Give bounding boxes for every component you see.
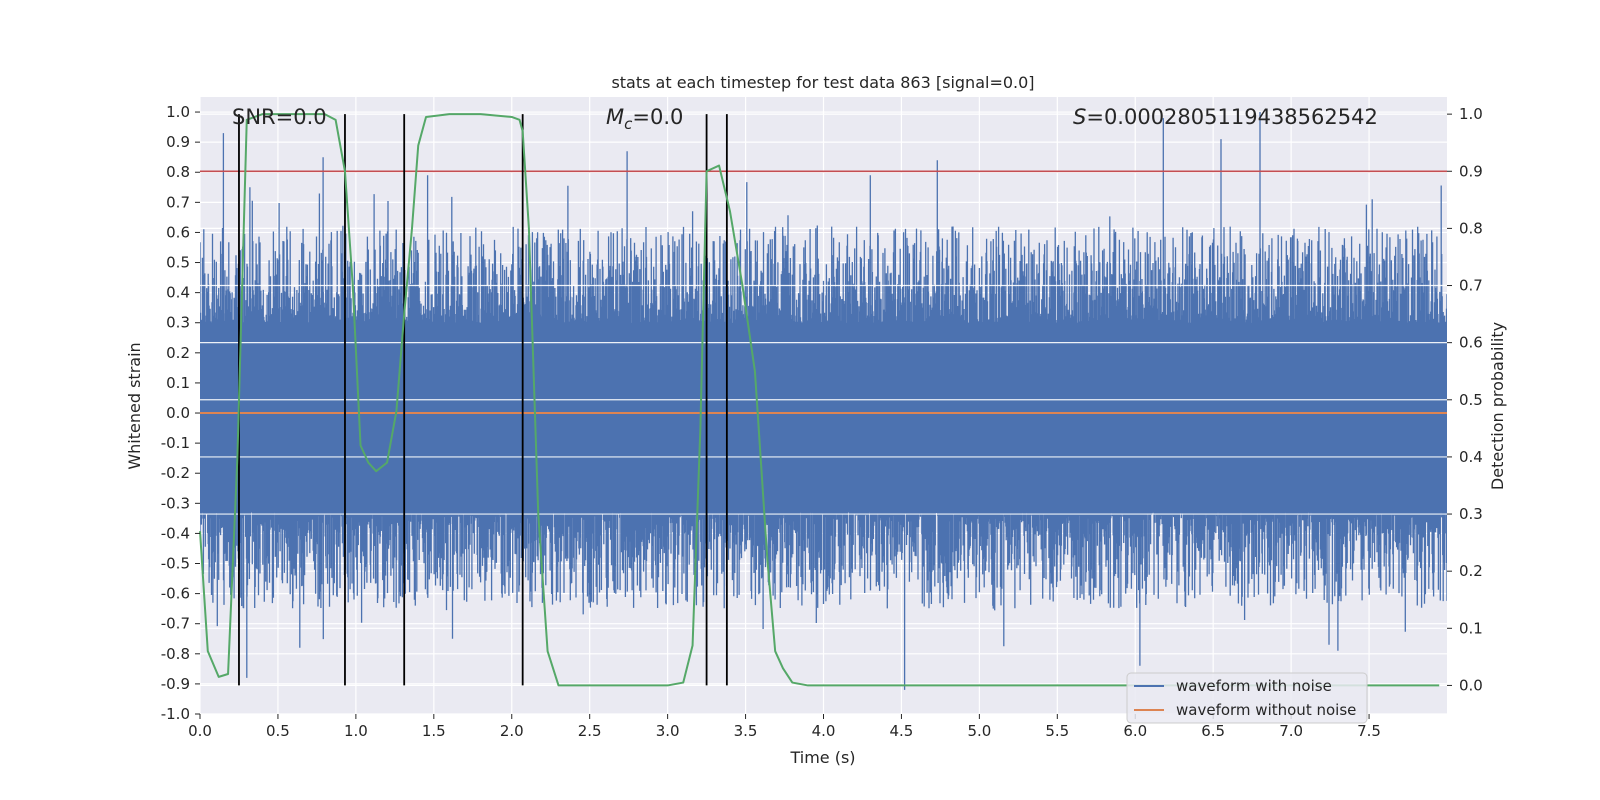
- noise-waveform: [200, 112, 1447, 690]
- yl-tick-label-18: 0.8: [166, 163, 190, 181]
- yl-tick-label-16: 0.6: [166, 223, 190, 241]
- yr-tick-label-9: 0.9: [1459, 162, 1483, 180]
- yr-tick-label-3: 0.3: [1459, 505, 1483, 523]
- yr-tick-label-1: 0.1: [1459, 619, 1483, 637]
- y-axis-left-label: Whitened strain: [125, 342, 144, 469]
- x-tick-label-6: 3.0: [656, 722, 680, 740]
- mc-annotation: Mc=0.0: [606, 105, 683, 133]
- yl-tick-label-4: -0.6: [161, 585, 190, 603]
- yr-tick-label-5: 0.5: [1459, 391, 1483, 409]
- yl-tick-label-17: 0.7: [166, 193, 190, 211]
- s-value: =0.0002805119438562542: [1086, 105, 1378, 129]
- yl-tick-label-9: -0.1: [161, 434, 190, 452]
- x-tick-label-8: 4.0: [812, 722, 836, 740]
- yl-tick-label-20: 1.0: [166, 103, 190, 121]
- x-tick-label-12: 6.0: [1123, 722, 1147, 740]
- yl-tick-label-12: 0.2: [166, 344, 190, 362]
- x-tick-label-1: 0.5: [266, 722, 290, 740]
- x-tick-label-7: 3.5: [734, 722, 758, 740]
- yl-tick-label-13: 0.3: [166, 314, 190, 332]
- x-tick-label-11: 5.5: [1045, 722, 1069, 740]
- yl-tick-label-11: 0.1: [166, 374, 190, 392]
- snr-annotation: SNR=0.0: [232, 105, 327, 129]
- yr-tick-label-2: 0.2: [1459, 562, 1483, 580]
- yl-tick-label-19: 0.9: [166, 133, 190, 151]
- probability-line: [199, 113, 1440, 687]
- x-tick-label-13: 6.5: [1201, 722, 1225, 740]
- legend-box: [1126, 672, 1368, 724]
- legend-label-noise: waveform with noise: [1176, 677, 1332, 695]
- yr-tick-label-8: 0.8: [1459, 219, 1483, 237]
- yr-tick-label-10: 1.0: [1459, 105, 1483, 123]
- mc-symbol: M: [606, 105, 624, 129]
- noise-series: [200, 112, 1447, 690]
- x-tick-label-10: 5.0: [967, 722, 991, 740]
- x-tick-label-9: 4.5: [890, 722, 914, 740]
- yl-tick-label-0: -1.0: [161, 705, 190, 723]
- chart-title: stats at each timestep for test data 863…: [611, 73, 1034, 92]
- y-axis-right-label: Detection probability: [1488, 322, 1507, 490]
- x-axis-label: Time (s): [789, 748, 855, 767]
- legend-label-clean: waveform without noise: [1176, 701, 1356, 719]
- probability-series: [199, 113, 1440, 687]
- x-tick-label-14: 7.0: [1279, 722, 1303, 740]
- yr-tick-label-4: 0.4: [1459, 448, 1483, 466]
- yr-tick-label-0: 0.0: [1459, 676, 1483, 694]
- mc-value: =0.0: [632, 105, 683, 129]
- x-tick-label-15: 7.5: [1357, 722, 1381, 740]
- yl-tick-label-8: -0.2: [161, 464, 190, 482]
- axes: 0.0 0.5 1.0 1.5 2.0 2.5 3.0 3.5 4.0 4.5 5.0 5.5 6.0 6…: [161, 103, 1483, 740]
- yl-tick-label-3: -0.7: [161, 615, 190, 633]
- x-tick-label-2: 1.0: [344, 722, 368, 740]
- yl-tick-label-5: -0.5: [161, 555, 190, 573]
- x-tick-label-0: 0.0: [188, 722, 212, 740]
- legend: waveform with noise waveform without noi…: [1126, 672, 1368, 724]
- s-symbol: S: [1073, 105, 1086, 129]
- s-annotation: S=0.0002805119438562542: [1073, 105, 1378, 129]
- x-tick-label-3: 1.5: [422, 722, 446, 740]
- yr-tick-label-7: 0.7: [1459, 277, 1483, 295]
- yl-tick-label-2: -0.8: [161, 645, 190, 663]
- x-tick-label-4: 2.0: [500, 722, 524, 740]
- mc-subscript: c: [624, 115, 633, 133]
- yl-tick-label-6: -0.4: [161, 524, 190, 542]
- x-tick-label-5: 2.5: [578, 722, 602, 740]
- yr-tick-label-6: 0.6: [1459, 334, 1483, 352]
- yl-tick-label-1: -0.9: [161, 675, 190, 693]
- yl-tick-label-14: 0.4: [166, 284, 190, 302]
- yl-tick-label-7: -0.3: [161, 494, 190, 512]
- yl-tick-label-10: 0.0: [166, 404, 190, 422]
- yl-tick-label-15: 0.5: [166, 254, 190, 272]
